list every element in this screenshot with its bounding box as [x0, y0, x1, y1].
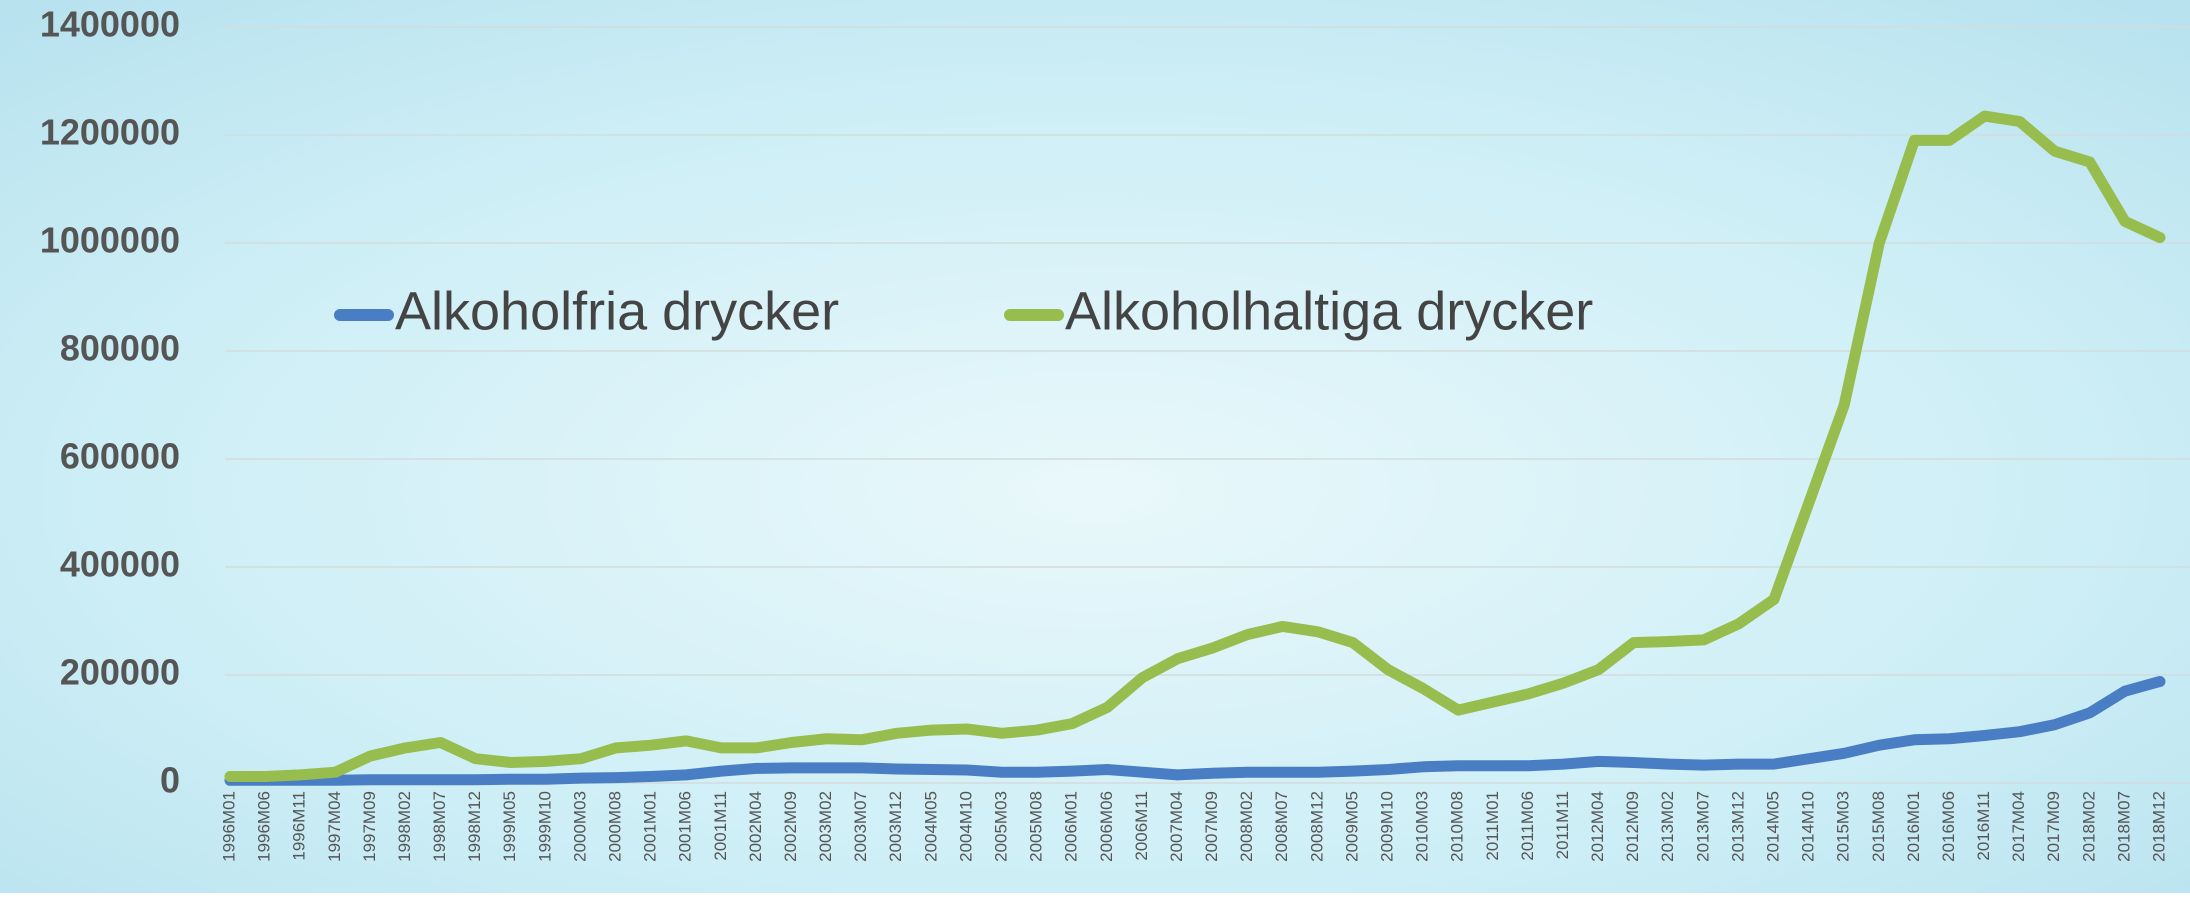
- x-tick-label: 2017M04: [2009, 791, 2028, 862]
- background: [0, 0, 2190, 893]
- x-tick-label: 2003M12: [886, 791, 905, 862]
- x-tick-label: 2011M11: [1553, 791, 1572, 859]
- x-tick-label: 2000M08: [605, 791, 624, 862]
- legend-label: Alkoholfria drycker: [395, 281, 839, 341]
- x-tick-label: 2005M03: [991, 791, 1010, 862]
- x-tick-label: 2002M04: [746, 791, 765, 862]
- x-tick-label: 2018M02: [2079, 791, 2098, 862]
- y-tick-label: 200000: [60, 652, 180, 693]
- y-tick-label: 400000: [60, 544, 180, 585]
- x-tick-label: 2016M11: [1974, 791, 1993, 861]
- x-tick-label: 2013M02: [1658, 791, 1677, 862]
- x-tick-label: 2004M10: [956, 791, 975, 862]
- x-tick-label: 1999M05: [500, 791, 519, 862]
- x-tick-label: 1996M06: [255, 791, 274, 862]
- x-tick-label: 2007M09: [1202, 791, 1221, 862]
- x-tick-label: 2006M01: [1062, 791, 1081, 862]
- chart: 0 200000 400000 600000 800000 1000000 1200000 1…: [0, 0, 2190, 893]
- y-tick-label: 0: [160, 760, 180, 801]
- x-tick-label: 1997M09: [360, 791, 379, 862]
- x-tick-label: 2001M06: [676, 791, 695, 862]
- x-tick-label: 2010M03: [1413, 791, 1432, 862]
- x-tick-label: 2014M05: [1763, 791, 1782, 862]
- x-tick-label: 2014M10: [1799, 791, 1818, 862]
- x-tick-label: 2012M09: [1623, 791, 1642, 862]
- x-tick-label: 2009M10: [1377, 791, 1396, 862]
- x-tick-label: 2017M09: [2044, 791, 2063, 862]
- x-tick-label: 2007M04: [1167, 791, 1186, 862]
- x-tick-label: 2016M01: [1904, 791, 1923, 862]
- y-tick-label: 1000000: [40, 220, 180, 261]
- x-tick-label: 2005M08: [1027, 791, 1046, 862]
- x-tick-label: 2015M03: [1834, 791, 1853, 862]
- x-tick-label: 1998M12: [465, 791, 484, 862]
- x-tick-label: 2008M02: [1237, 791, 1256, 862]
- x-tick-label: 2003M07: [851, 791, 870, 862]
- x-tick-label: 1999M10: [535, 791, 554, 862]
- x-tick-label: 2015M08: [1869, 791, 1888, 862]
- y-tick-label: 800000: [60, 328, 180, 369]
- x-tick-label: 2010M08: [1448, 791, 1467, 862]
- legend-label: Alkoholhaltiga drycker: [1065, 281, 1593, 341]
- x-tick-label: 1998M02: [395, 791, 414, 862]
- x-tick-label: 2006M11: [1132, 791, 1151, 861]
- x-tick-label: 2000M03: [570, 791, 589, 862]
- x-tick-label: 2012M04: [1588, 791, 1607, 862]
- y-tick-label: 600000: [60, 436, 180, 477]
- x-tick-label: 2013M07: [1693, 791, 1712, 862]
- x-tick-label: 1996M11: [290, 791, 309, 861]
- x-tick-label: 2001M11: [711, 791, 730, 861]
- x-tick-label: 2001M01: [641, 791, 660, 862]
- x-tick-label: 2011M01: [1483, 791, 1502, 861]
- x-tick-label: 2013M12: [1728, 791, 1747, 862]
- x-tick-label: 1996M01: [219, 791, 238, 862]
- x-tick-label: 2018M12: [2149, 791, 2168, 862]
- x-tick-label: 2002M09: [781, 791, 800, 862]
- y-tick-label: 1400000: [40, 4, 180, 45]
- x-tick-label: 1997M04: [325, 791, 344, 862]
- x-tick-label: 2006M06: [1097, 791, 1116, 862]
- x-tick-label: 2009M05: [1342, 791, 1361, 862]
- x-tick-label: 2008M12: [1307, 791, 1326, 862]
- x-tick-label: 2011M06: [1518, 791, 1537, 861]
- x-tick-label: 1998M07: [430, 791, 449, 862]
- y-tick-label: 1200000: [40, 112, 180, 153]
- x-tick-label: 2018M07: [2114, 791, 2133, 862]
- x-tick-label: 2004M05: [921, 791, 940, 862]
- x-tick-label: 2016M06: [1939, 791, 1958, 862]
- x-tick-label: 2008M07: [1272, 791, 1291, 862]
- x-tick-label: 2003M02: [816, 791, 835, 862]
